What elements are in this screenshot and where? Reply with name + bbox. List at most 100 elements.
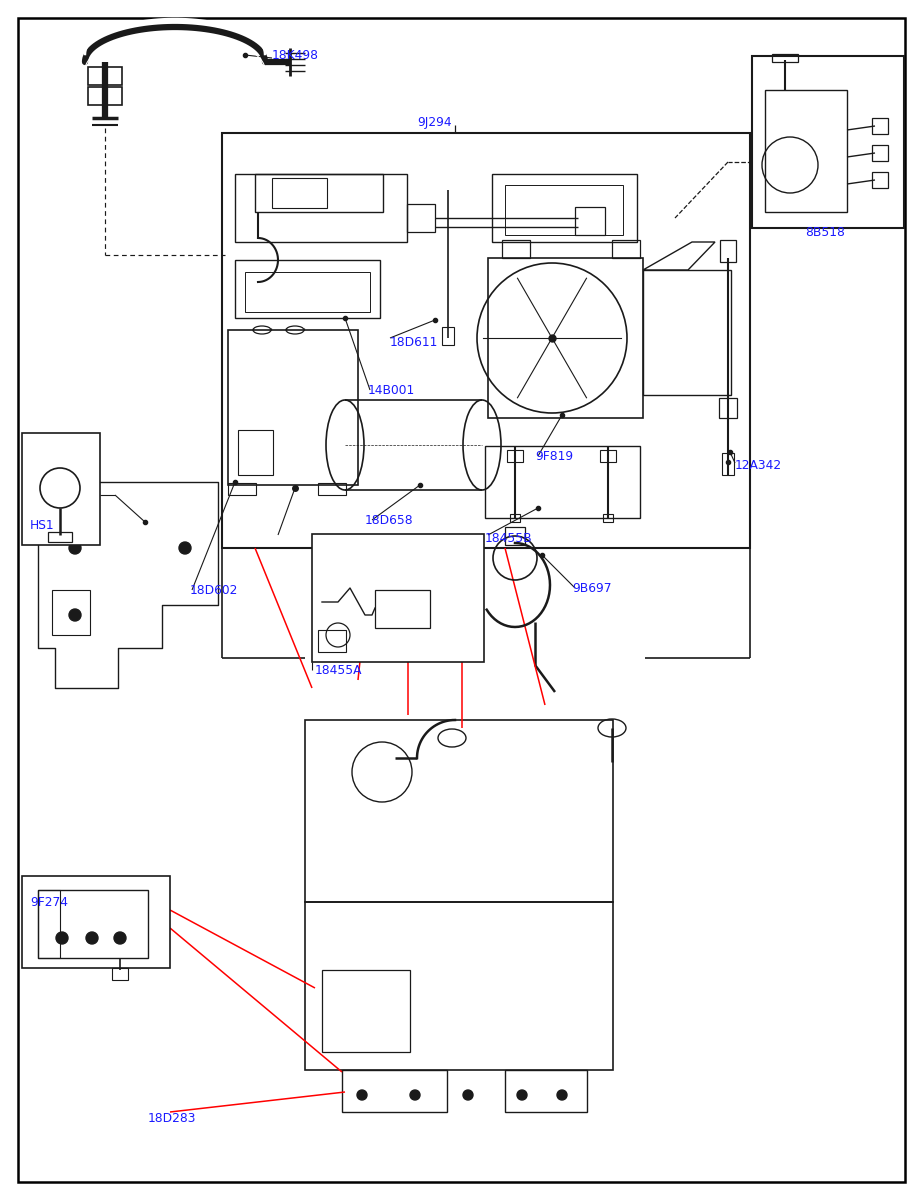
Text: 18455A: 18455A [315,664,363,677]
Bar [38,890,148,958]
Bar [676,1040,703,1067]
Bar [228,330,358,485]
Bar [676,1148,703,1175]
Circle shape [114,932,126,944]
Bar [838,1040,865,1067]
Bar [487,1121,514,1148]
Bar [730,1148,757,1175]
Bar [730,1094,757,1121]
Text: 18455B: 18455B [485,532,533,545]
Text: 9J294: 9J294 [418,115,452,128]
Bar [622,1094,649,1121]
Bar [507,450,523,462]
Bar [757,959,784,986]
Bar [811,1121,838,1148]
Text: 8B518: 8B518 [805,226,845,239]
Bar [22,876,170,968]
Bar [622,986,649,1013]
Bar [622,932,649,959]
Bar [612,240,640,258]
Bar [603,514,613,522]
Bar [865,959,892,986]
Circle shape [69,610,81,622]
Bar [838,1148,865,1175]
Bar [568,1148,595,1175]
Bar [600,450,616,462]
Circle shape [86,932,98,944]
Bar [649,905,676,932]
Bar [505,185,623,235]
Bar [622,1040,649,1067]
Bar [730,986,757,1013]
Bar [460,986,487,1013]
Bar [703,1121,730,1148]
Bar [811,905,838,932]
Bar [460,1094,487,1121]
Bar [757,1121,784,1148]
Bar [649,1013,676,1040]
Text: 18K498: 18K498 [272,48,319,61]
Bar [568,986,595,1013]
Bar [505,527,525,545]
Circle shape [179,542,191,554]
Bar [676,986,703,1013]
Bar [676,932,703,959]
Bar [222,133,750,548]
Bar [55,460,90,482]
Bar [865,1067,892,1094]
Text: 18D602: 18D602 [190,583,238,596]
Text: 12A342: 12A342 [735,458,782,472]
Bar [255,174,383,212]
Bar [541,1013,568,1040]
Bar [595,959,622,986]
Bar [757,905,784,932]
Bar [272,178,327,208]
Bar [375,590,430,628]
Bar [442,328,454,346]
Bar [514,986,541,1013]
Bar [719,398,737,418]
Text: 18D611: 18D611 [390,336,438,348]
Circle shape [410,1090,420,1100]
Bar [322,970,410,1052]
Bar [485,446,640,518]
Circle shape [517,1090,527,1100]
Circle shape [557,1090,567,1100]
Bar [312,534,484,662]
Bar [487,1013,514,1040]
Bar [730,932,757,959]
Bar [305,902,613,1070]
Bar [622,1148,649,1175]
Bar [38,890,60,958]
Bar [595,1013,622,1040]
Circle shape [56,932,68,944]
Bar [595,1121,622,1148]
Bar [872,172,888,188]
Bar [48,532,72,542]
Bar [88,67,122,85]
Bar [505,1070,587,1112]
Circle shape [69,542,81,554]
Bar [865,1121,892,1148]
Bar [676,1094,703,1121]
Bar [865,1013,892,1040]
Circle shape [357,1090,367,1100]
Text: HS1: HS1 [30,518,54,532]
Bar [772,54,798,62]
Bar [784,1148,811,1175]
Bar [865,905,892,932]
Bar [342,1070,447,1112]
Bar [784,986,811,1013]
Bar [722,454,734,475]
Bar [492,174,637,242]
Bar [487,1067,514,1094]
Text: c o m p o n e n t s: c o m p o n e n t s [337,608,563,631]
Bar [720,240,736,262]
Bar [575,208,605,235]
Bar [703,905,730,932]
Bar [703,1067,730,1094]
Bar [88,88,122,106]
Bar [811,1067,838,1094]
Bar [730,1040,757,1067]
Bar [238,430,273,475]
